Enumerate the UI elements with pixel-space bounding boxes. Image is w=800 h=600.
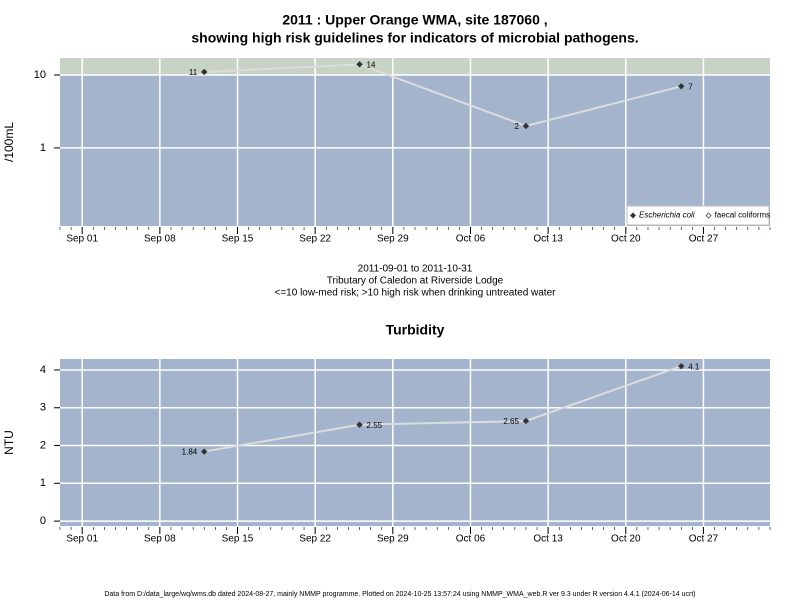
data-label: 14 [367,60,376,69]
note: <=10 low-med risk; >10 high risk when dr… [275,288,557,299]
x-tick-label: Sep 15 [222,534,254,545]
x-tick-label: Sep 29 [377,534,409,545]
data-point [356,421,363,428]
y-tick-label: 1 [40,142,46,154]
data-point [201,68,208,76]
x-tick-label: Sep 29 [377,234,409,245]
x-tick-label: Sep 01 [66,234,98,245]
data-label: 2 [514,122,519,131]
plot-background [60,359,770,526]
x-tick-label: Oct 06 [456,234,486,245]
data-point [522,417,530,425]
x-tick-label: Oct 20 [611,534,641,545]
x-tick-label: Oct 27 [689,234,719,245]
chart-title: showing high risk guidelines for indicat… [191,30,638,46]
x-tick-label: Sep 01 [66,534,98,545]
y-tick-label: 10 [34,69,46,81]
x-tick-label: Sep 08 [144,234,176,245]
plot-background [60,58,770,226]
x-tick-label: Sep 15 [222,234,254,245]
data-label: 4.1 [688,362,700,371]
data-point [522,122,530,130]
data-label: 2.65 [503,417,519,426]
y-tick-label: 1 [40,477,46,489]
x-tick-label: Oct 13 [533,534,563,545]
x-tick-label: Oct 13 [533,234,563,245]
x-tick-label: Oct 06 [456,534,486,545]
note: 2011-09-01 to 2011-10-31 [358,264,473,275]
data-label: 11 [189,68,198,77]
series-line [204,63,682,128]
series-line [204,365,682,453]
y-tick-label: 4 [40,364,46,376]
data-point [678,83,685,90]
x-tick-label: Sep 22 [299,234,331,245]
note: Tributary of Caledon at Riverside Lodge [327,276,504,287]
legend-label: Escherichia coli [639,211,695,220]
data-point [678,362,685,370]
legend-marker [630,212,636,219]
legend-marker [705,212,712,219]
data-point [201,448,208,455]
legend-box [626,205,770,226]
y-axis-label: NTU [2,430,16,455]
x-tick-label: Oct 20 [611,234,641,245]
y-tick-label: 0 [40,515,46,527]
y-tick-label: 3 [40,402,46,414]
legend-label: faecal coliforms [715,211,771,220]
y-axis-label: /100mL [2,122,16,162]
chart-title: 2011 : Upper Orange WMA, site 187060 , [282,12,547,28]
x-tick-label: Sep 08 [144,534,176,545]
data-label: 7 [688,82,693,91]
data-label: 2.55 [367,421,383,430]
data-label: 1.84 [182,448,198,457]
data-point [356,61,363,68]
y-tick-label: 2 [40,439,46,451]
x-tick-label: Sep 22 [299,534,331,545]
x-tick-label: Oct 27 [689,534,719,545]
footer: Data from D:/data_large/wq/wms.db dated … [104,591,695,598]
chart-title: Turbidity [386,322,445,338]
high-risk-band [60,58,770,75]
